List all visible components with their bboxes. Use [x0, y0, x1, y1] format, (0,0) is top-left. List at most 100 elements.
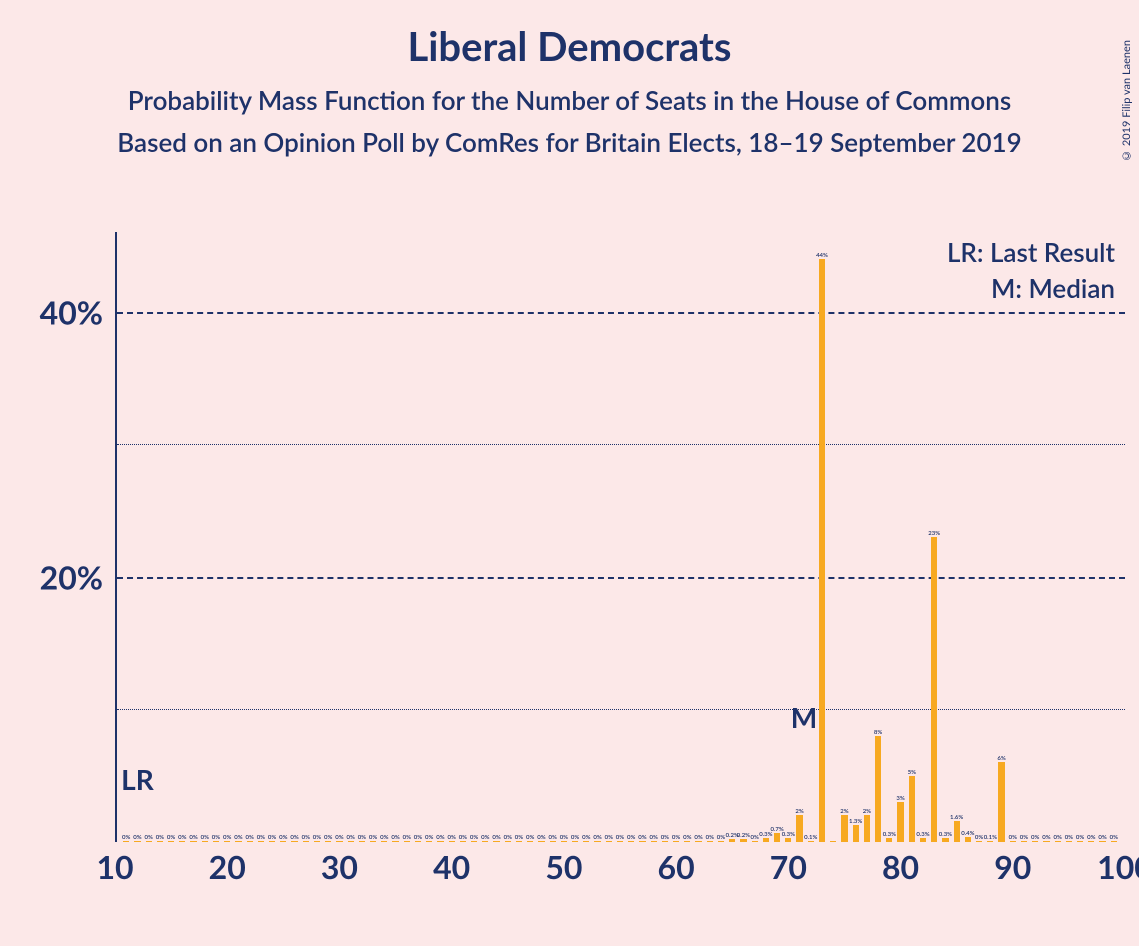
bar: 0% [269, 841, 275, 842]
bar: 0% [303, 841, 309, 842]
bar: 1.6% [954, 821, 960, 842]
bar-value-label: 6% [997, 755, 1005, 762]
bar: 0% [449, 841, 455, 842]
gridline-major [117, 312, 1125, 314]
bar: 0.1% [987, 841, 993, 842]
bar: 0% [718, 841, 724, 842]
bar-value-label: 0% [414, 834, 422, 841]
bar-value-label: 0% [380, 834, 388, 841]
bar-value-label: 0% [470, 834, 478, 841]
bar: 0.3% [920, 838, 926, 842]
bar-value-label: 0% [593, 834, 601, 841]
bar-value-label: 0% [144, 834, 152, 841]
bar-value-label: 0.2% [737, 832, 750, 839]
bar-value-label: 0% [335, 834, 343, 841]
bar-value-label: 0% [313, 834, 321, 841]
bar-value-label: 1.6% [950, 814, 963, 821]
copyright-text: © 2019 Filip van Laenen [1120, 40, 1133, 162]
bar: 0% [1010, 841, 1016, 842]
bar: 0% [707, 841, 713, 842]
bar-value-label: 2% [863, 808, 871, 815]
bar-value-label: 0% [1087, 834, 1095, 841]
bar-value-label: 0% [447, 834, 455, 841]
bar: 8% [875, 736, 881, 842]
bar: 0% [976, 841, 982, 842]
bar-value-label: 0% [706, 834, 714, 841]
bar: 0% [673, 841, 679, 842]
x-tick-label: 50 [545, 847, 582, 886]
bar: 0% [224, 841, 230, 842]
bar: 0% [247, 841, 253, 842]
bar: 0% [1055, 841, 1061, 842]
bar: 0% [493, 841, 499, 842]
bar-value-label: 0% [178, 834, 186, 841]
bar: 0% [426, 841, 432, 842]
bar-value-label: 0% [672, 834, 680, 841]
bar-value-label: 0.3% [916, 831, 929, 838]
bar-value-label: 0% [290, 834, 298, 841]
bar: 0% [392, 841, 398, 842]
bar: 2% [841, 815, 847, 842]
bar-value-label: 5% [908, 769, 916, 776]
bar: 2% [864, 815, 870, 842]
x-tick-label: 70 [770, 847, 807, 886]
bar: 0% [1021, 841, 1027, 842]
bar-value-label: 0% [504, 834, 512, 841]
bar: 0% [213, 841, 219, 842]
bar-value-label: 0% [268, 834, 276, 841]
chart-subtitle-2: Based on an Opinion Poll by ComRes for B… [0, 126, 1139, 158]
bar-value-label: 0% [257, 834, 265, 841]
bar: 0% [561, 841, 567, 842]
bar-value-label: 0% [346, 834, 354, 841]
x-tick-label: 40 [433, 847, 470, 886]
bar: 0% [325, 841, 331, 842]
bar: 6% [998, 762, 1004, 842]
bar-value-label: 0% [245, 834, 253, 841]
bar-value-label: 0% [582, 834, 590, 841]
bar-value-label: 0% [481, 834, 489, 841]
bar: 0.2% [740, 839, 746, 842]
bar-value-label: 0% [1098, 834, 1106, 841]
bar-value-label: 0% [526, 834, 534, 841]
bar: 0% [550, 841, 556, 842]
chart-plot-area: 20%40%1020304050607080901000%0%0%0%0%0%0… [115, 232, 1125, 842]
gridline-minor [117, 444, 1125, 445]
bar: 0% [359, 841, 365, 842]
bar-value-label: 2% [795, 808, 803, 815]
x-tick-label: 90 [994, 847, 1031, 886]
bar-value-label: 0% [391, 834, 399, 841]
gridline-minor [117, 709, 1125, 710]
bar: 0% [336, 841, 342, 842]
bar: 0% [291, 841, 297, 842]
bar-value-label: 0% [459, 834, 467, 841]
bar: 0% [404, 841, 410, 842]
bar-value-label: 0% [1009, 834, 1017, 841]
bar-value-label: 0% [750, 834, 758, 841]
bar-value-label: 23% [928, 530, 940, 537]
bar-value-label: 0% [717, 834, 725, 841]
x-tick-label: 80 [882, 847, 919, 886]
bar: 0% [482, 841, 488, 842]
bar: 0% [662, 841, 668, 842]
bar-value-label: 0% [212, 834, 220, 841]
bar: 0% [370, 841, 376, 842]
bar [830, 841, 836, 842]
bar: 0% [190, 841, 196, 842]
bar: 0% [527, 841, 533, 842]
bar: 0.2% [729, 839, 735, 842]
x-tick-label: 60 [658, 847, 695, 886]
bar: 0% [348, 841, 354, 842]
legend-median: M: Median [991, 272, 1115, 304]
bar: 0.1% [808, 841, 814, 842]
bar-value-label: 44% [816, 252, 828, 259]
bar-value-label: 0.3% [883, 831, 896, 838]
bar-value-label: 0% [122, 834, 130, 841]
bar: 44% [819, 259, 825, 842]
bar: 0.3% [942, 838, 948, 842]
bar-value-label: 0% [201, 834, 209, 841]
bar-value-label: 0% [223, 834, 231, 841]
bar: 0% [258, 841, 264, 842]
bar: 0% [471, 841, 477, 842]
x-tick-label: 30 [321, 847, 358, 886]
bar: 5% [909, 776, 915, 842]
